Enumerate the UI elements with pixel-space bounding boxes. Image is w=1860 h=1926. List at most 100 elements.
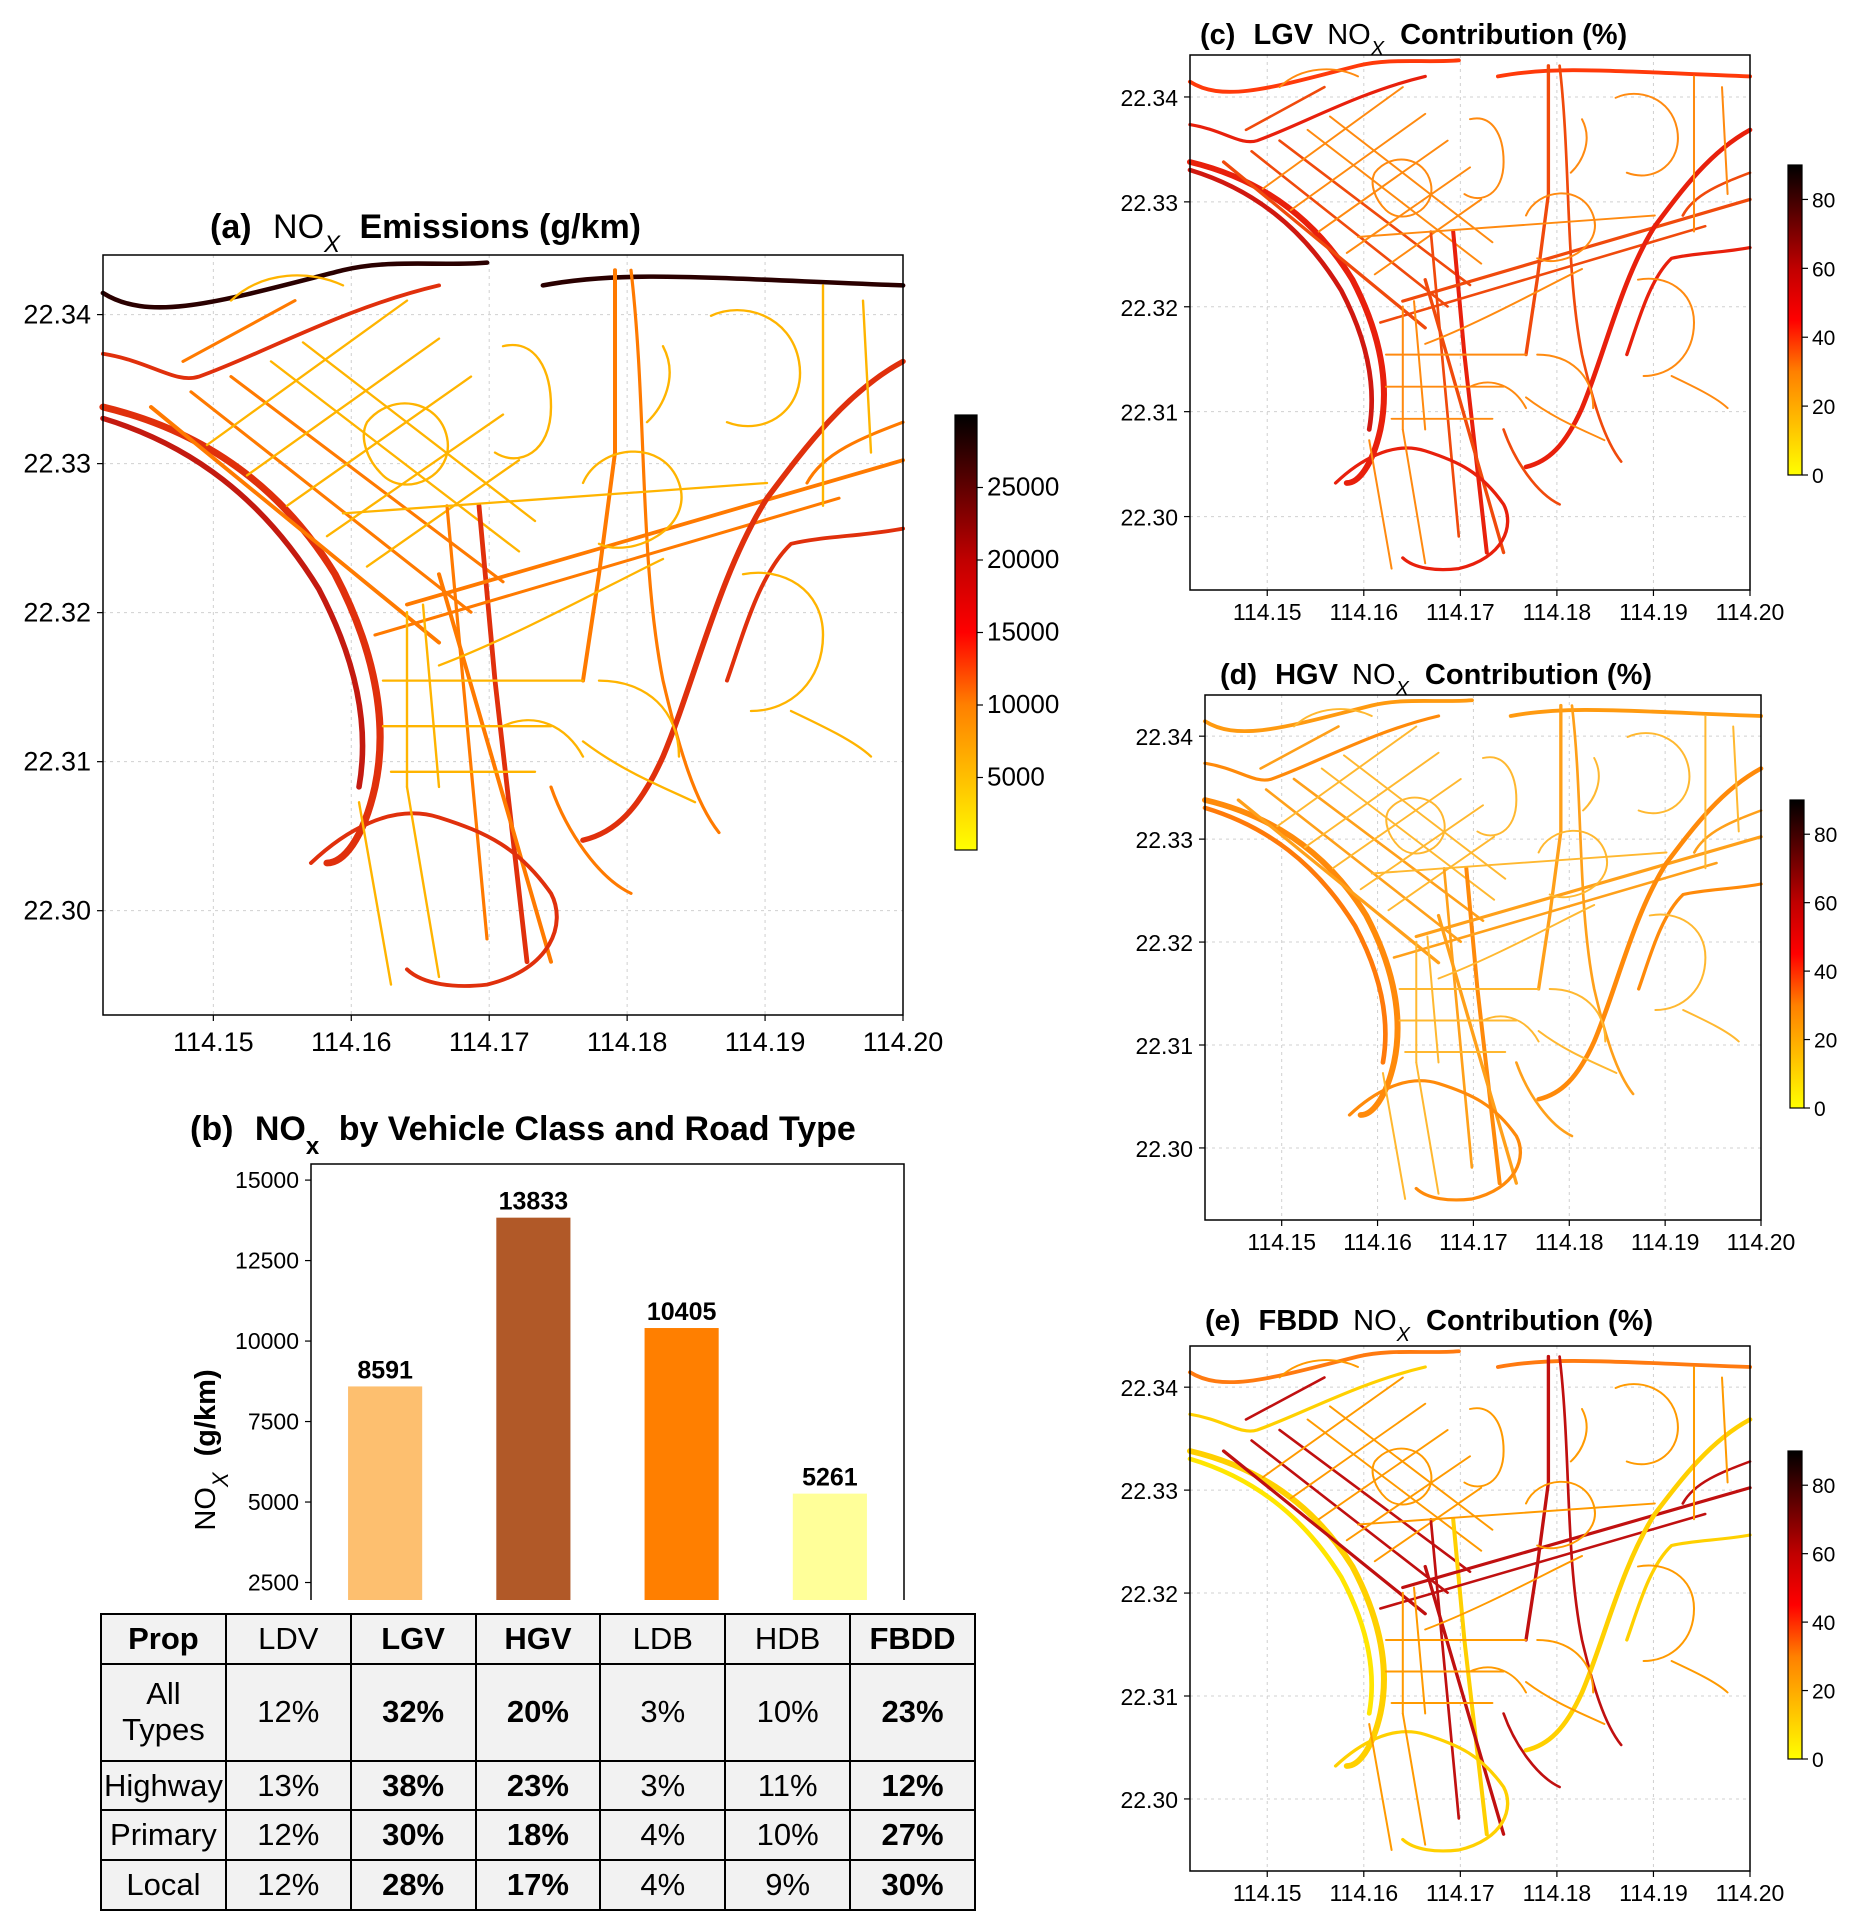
panel-c-title: (c) LGV NOX Contribution (%) (1200, 19, 1627, 60)
road-segment (437, 572, 554, 964)
y-tick-label: 22.34 (1120, 1375, 1178, 1401)
y-tick-label: 22.34 (1135, 724, 1193, 750)
x-tick-label: 114.16 (1329, 1880, 1398, 1906)
x-tick-label: 114.18 (1523, 1880, 1592, 1906)
table-cell: 18% (474, 1809, 602, 1862)
road-segment (1371, 158, 1433, 218)
road-segment (1692, 809, 1763, 854)
road-segment (1502, 428, 1561, 506)
colorbar-tick-label: 20 (1812, 396, 1835, 419)
y-tick-label: 10000 (235, 1328, 299, 1354)
road-segment (1401, 428, 1427, 565)
road-segment (1537, 829, 1609, 899)
road-segment (1732, 725, 1740, 833)
road-segment (709, 308, 802, 428)
road-segment (1347, 1079, 1522, 1202)
x-tick-label: 114.18 (587, 1027, 668, 1057)
y-tick-label: 22.31 (1120, 1684, 1178, 1710)
road-segment (1548, 988, 1607, 1043)
road-segment (1368, 1723, 1393, 1851)
x-tick-label: 114.17 (1426, 599, 1495, 625)
road-segment (285, 375, 473, 507)
table-cell: 20% (474, 1662, 602, 1762)
road-segment (100, 260, 490, 310)
road-segment (861, 299, 873, 454)
road-segment (1720, 1376, 1729, 1484)
panel-e-title: (e) FBDD NOX Contribution (%) (1205, 1305, 1653, 1346)
road-segment (1648, 913, 1707, 1011)
road-segment (1264, 788, 1463, 944)
road-segment (501, 719, 585, 758)
road-segment (405, 785, 441, 979)
y-tick-label: 22.33 (1120, 190, 1178, 216)
road-segment (1289, 112, 1427, 212)
x-tick-label: 114.16 (1329, 599, 1398, 625)
road-segment (1373, 1486, 1483, 1563)
table-cell: 13% (224, 1759, 352, 1812)
colorbar-tick-label: 40 (1812, 327, 1835, 350)
table-cell: 28% (349, 1859, 477, 1911)
vehicle-proportion-table: Prop LDV LGV HGV LDB HDB FBDD All Types 12% 32% 20… (100, 1613, 976, 1911)
y-tick-label: 22.32 (1135, 930, 1193, 956)
panel-a-colorbar: 5000 10000 15000 20000 25000 (954, 414, 1059, 851)
table-cell: Primary (100, 1809, 227, 1862)
road-segment (1244, 1376, 1326, 1421)
road-segment (362, 402, 450, 486)
colorbar-tick-label: 0 (1812, 465, 1824, 488)
road-segment (229, 375, 505, 584)
colorbar-tick-label: 80 (1812, 189, 1835, 212)
y-tick-label: 22.31 (1135, 1033, 1193, 1059)
road-segment (1468, 381, 1528, 410)
road-segment (1412, 1586, 1427, 1715)
x-tick-label: 114.15 (1233, 599, 1302, 625)
colorbar-tick-label: 0 (1814, 1098, 1826, 1121)
table-cell: LGV (349, 1613, 477, 1665)
road-segment (1637, 882, 1763, 991)
table-cell: 10% (724, 1809, 852, 1862)
colorbar-gradient (1789, 799, 1805, 1109)
road-segment (309, 811, 559, 988)
road-segment (597, 679, 681, 758)
road-segment (229, 274, 345, 302)
x-tick-label: 114.17 (449, 1027, 530, 1057)
road-segment (373, 496, 841, 637)
table-cell: Prop (100, 1613, 227, 1665)
road-segment (1385, 796, 1446, 855)
panel-e-fbdd-map: (e) FBDD NOX Contribution (%) 114.15 114.… (1120, 1305, 1835, 1906)
road-segment (1381, 1072, 1407, 1200)
road-segment (1359, 804, 1485, 891)
y-tick-label: 22.33 (1135, 827, 1193, 853)
road-segment (1468, 1666, 1528, 1694)
road-segment (1331, 778, 1462, 870)
road-segment (1188, 74, 1427, 144)
road-segment (1414, 835, 1763, 939)
y-tick-label: 12500 (235, 1248, 299, 1274)
road-segment (1508, 708, 1764, 718)
road-segment (1202, 805, 1388, 1065)
road-segment (405, 458, 906, 607)
table-cell: 3% (599, 1759, 727, 1812)
road-segment (1276, 725, 1418, 828)
panel-c-plot (1186, 58, 1753, 572)
road-segment (1187, 167, 1374, 432)
road-segment (1261, 86, 1404, 190)
bar-primary (644, 1328, 719, 1600)
table-cell: 12% (849, 1759, 976, 1812)
road-segment (1558, 1355, 1623, 1747)
road-segment (1463, 117, 1505, 200)
colorbar-tick-label: 60 (1814, 893, 1837, 916)
road-segment (1244, 85, 1326, 132)
panel-d-hgv-map: (d) HGV NOX Contribution (%) 114.15 114.1… (1135, 659, 1837, 1255)
road-segment (1670, 375, 1729, 410)
bar-value-label: 8591 (357, 1356, 413, 1384)
x-tick-label: 114.20 (1716, 1880, 1785, 1906)
road-segment (1368, 439, 1393, 570)
table-cell: 3% (599, 1662, 727, 1762)
road-segment (1614, 92, 1679, 177)
road-segment (1292, 777, 1485, 923)
road-segment (1401, 1486, 1752, 1590)
x-tick-label: 114.19 (1619, 599, 1688, 625)
road-segment (629, 268, 721, 835)
y-tick-label: 22.34 (1120, 85, 1178, 111)
road-segment (1495, 68, 1753, 79)
